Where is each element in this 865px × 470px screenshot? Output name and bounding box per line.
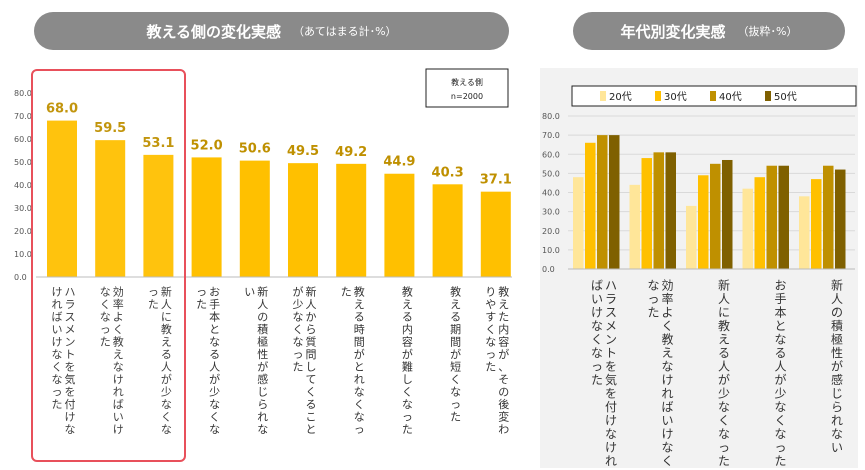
left-y-tick-label: 10.0 [14, 250, 32, 259]
right-y-tick-label: 50.0 [542, 169, 560, 178]
left-bar-value-label: 50.6 [239, 142, 271, 157]
right-chart-subtitle: （抜粋･%） [737, 25, 798, 38]
right-bar [754, 177, 765, 269]
right-chart-title: 年代別変化実感 [620, 22, 726, 41]
right-bar [766, 165, 777, 269]
left-category-label: 教える期間が短くなった [450, 286, 461, 424]
left-bar-value-label: 52.0 [191, 138, 223, 153]
left-chart-title: 教える側の変化実感 [146, 22, 282, 41]
right-y-tick-label: 80.0 [542, 112, 560, 121]
left-bar [239, 160, 270, 277]
right-bar [811, 179, 822, 269]
right-legend-label: 30代 [664, 91, 687, 103]
right-y-tick-label: 60.0 [542, 150, 560, 159]
right-y-tick-label: 10.0 [542, 246, 560, 255]
right-bar [710, 163, 721, 269]
left-y-tick-label: 20.0 [14, 227, 32, 236]
right-y-tick-label: 70.0 [542, 131, 560, 140]
right-bar [629, 184, 640, 269]
right-bar [585, 142, 596, 269]
right-category-label: 新人の積極性が感じられない [831, 278, 843, 455]
right-bar [722, 159, 733, 269]
left-bar [191, 157, 222, 277]
legend-box-line2: n=2000 [451, 92, 483, 101]
left-category-label: 効率よく教えなければいけなくなった [100, 285, 124, 437]
left-bar [95, 140, 126, 277]
left-bar-value-label: 44.9 [383, 155, 415, 170]
left-bar-value-label: 53.1 [142, 136, 174, 151]
left-bar-value-label: 49.2 [335, 145, 367, 160]
right-bar [641, 158, 652, 269]
right-y-tick-label: 40.0 [542, 189, 560, 198]
right-y-tick-label: 20.0 [542, 227, 560, 236]
left-title-pill: 教える側の変化実感 （あてはまる計･%） [34, 12, 509, 50]
right-category-label: 効率よく教えなければいけなくなった [647, 278, 673, 469]
right-y-tick-label: 0.0 [542, 265, 555, 274]
right-legend-label: 40代 [719, 91, 742, 103]
left-chart-subtitle: （あてはまる計･%） [293, 25, 397, 38]
left-y-tick-label: 80.0 [14, 89, 32, 98]
right-category-label: ハラスメントを気を付けなければいけなくなった [591, 279, 617, 469]
left-y-tick-label: 60.0 [14, 135, 32, 144]
left-bar [47, 120, 77, 277]
right-legend-label: 20代 [609, 91, 632, 103]
left-category-label: 教えた内容が、その後変わりやすくなった [485, 286, 509, 437]
right-category-label: お手本となる人が少なくなった [774, 279, 786, 469]
right-title-pill: 年代別変化実感 （抜粋･%） [573, 12, 845, 50]
left-bar [432, 184, 463, 277]
right-bar [778, 165, 789, 269]
right-bar [823, 165, 834, 269]
left-y-tick-label: 50.0 [14, 158, 32, 167]
left-bar [288, 163, 318, 277]
left-category-label: 新人に教える人が少なくなった [148, 285, 172, 437]
right-bar [597, 135, 608, 269]
left-category-label: お手本となる人が少なくなった [196, 286, 220, 437]
right-legend-swatch [765, 91, 771, 101]
left-bar-value-label: 49.5 [287, 144, 319, 159]
left-y-tick-label: 0.0 [14, 273, 27, 282]
right-bar [609, 135, 620, 269]
left-bar-value-label: 68.0 [46, 102, 78, 117]
left-bar [336, 163, 367, 277]
left-category-label: 教える時間がとれなくなった [341, 286, 365, 437]
left-bar-value-label: 59.5 [94, 121, 126, 136]
left-y-tick-label: 40.0 [14, 181, 32, 190]
right-bar [653, 152, 664, 269]
left-category-label: 新人の積極性が感じられない [244, 285, 268, 437]
left-y-tick-label: 70.0 [14, 112, 32, 121]
legend-box-line1: 教える側 [451, 77, 483, 87]
right-bar [686, 205, 697, 269]
left-y-tick-label: 30.0 [14, 204, 32, 213]
right-legend-label: 50代 [774, 91, 797, 103]
right-bar [665, 152, 676, 269]
left-bar [480, 191, 511, 277]
left-bar-value-label: 37.1 [480, 173, 512, 188]
right-legend-swatch [655, 91, 661, 101]
highlight-box [31, 69, 186, 462]
right-bar [698, 175, 709, 269]
right-legend-swatch [710, 91, 716, 101]
right-category-label: 新人に教える人が少なくなった [718, 278, 730, 469]
right-bar [799, 196, 810, 269]
left-bar-value-label: 40.3 [432, 165, 464, 180]
left-category-label: 教える内容が難しくなった [402, 286, 413, 437]
right-legend-swatch [600, 91, 606, 101]
legend-box [425, 68, 509, 108]
left-bar [143, 154, 174, 277]
right-bar [835, 169, 846, 269]
right-y-tick-label: 30.0 [542, 208, 560, 217]
left-category-label: 新人から質問してくることが少なくなった [293, 285, 317, 437]
left-bar [384, 173, 415, 277]
right-bar [573, 177, 584, 269]
right-bar [742, 188, 753, 269]
left-category-label: ハラスメントを気を付けなければいけなくなった [52, 286, 76, 437]
